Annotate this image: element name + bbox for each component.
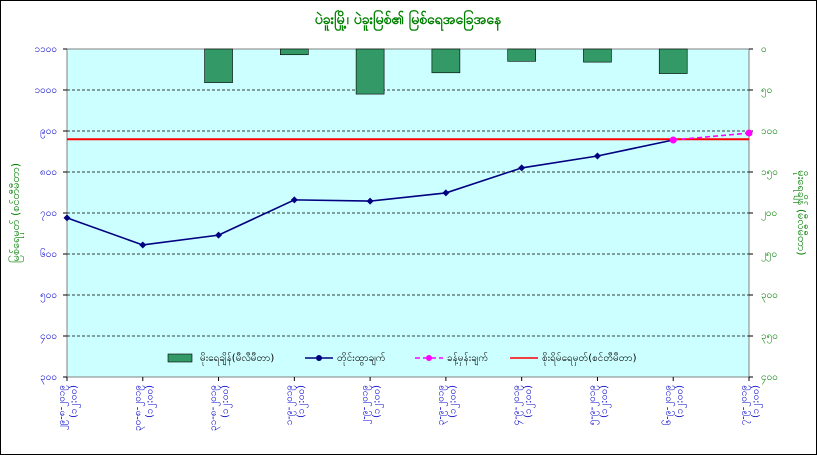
- legend-label: မိုးရေချိန်(မီလီမီတာ): [200, 351, 274, 366]
- y2-tick-label: ၃၅၀: [761, 331, 778, 344]
- y2-tick-label: ၁၅၀: [761, 167, 778, 180]
- legend-label: တိုင်းထွာချက်: [337, 351, 386, 366]
- y-axis-label: မြစ်ရေမှတ် (စင်တီမီတာ): [8, 163, 24, 263]
- point: [518, 164, 526, 172]
- point: [366, 197, 374, 205]
- y-tick-label: ၁၀၀၀: [35, 85, 58, 96]
- x-tick-label: ၃၀-၈-၂၀၁၉(၁၂:၀၀): [132, 385, 157, 431]
- y2-tick-label: ၂၀၀: [761, 208, 777, 221]
- y2-tick-label: ၄၀၀: [761, 372, 778, 385]
- point: [669, 136, 677, 144]
- x-tick-label: ၁-၉-၂၀၁၉(၁၂:၀၀): [284, 385, 309, 425]
- bar: [583, 48, 612, 63]
- point: [63, 214, 71, 222]
- legend-marker: [426, 355, 432, 361]
- legend-marker: [316, 355, 322, 361]
- y2-tick-label: ၃၀၀: [761, 290, 778, 303]
- y2-axis-label: မိုးရေချိန် (မီလီမီတာ): [793, 170, 808, 255]
- bar: [431, 48, 461, 74]
- point: [139, 241, 147, 249]
- x-tick-label: ၃-၉-၂၀၁၉(၁၂:၀၀): [435, 385, 460, 425]
- y-tick-label: ၈၀၀: [40, 167, 57, 178]
- y-tick-label: ၆၀၀: [40, 247, 57, 260]
- y-tick-label: ၁၁၀၀: [35, 44, 58, 55]
- chart-title: ပဲခူးမြို့၊ ပဲခူးမြစ်၏ မြစ်ရေအခြေအနေ: [315, 10, 502, 31]
- x-tick-label: ၃၁-၈-၂၀၁၉(၁၂:၀၀): [208, 385, 233, 431]
- x-tick-label: ၄-၉-၂၀၁၉(၁၂:၀၀): [511, 385, 536, 425]
- bar: [355, 48, 385, 95]
- point: [442, 189, 450, 197]
- y-tick-label: ၄၀၀: [40, 331, 57, 344]
- x-tick-label: ၇-၉-၂၀၁၉(၁၂:၀၀): [739, 385, 764, 425]
- y2-tick-label: ၀: [761, 44, 767, 55]
- point: [290, 196, 298, 204]
- y2-tick-label: ၂၅၀: [761, 249, 777, 262]
- legend-swatch: [167, 353, 193, 363]
- bar: [204, 48, 233, 83]
- y-tick-label: ၃၀၀: [40, 372, 57, 385]
- point: [215, 231, 223, 239]
- x-tick-label: ၂-၉-၂၀၁၉(၁၂:၀၀): [360, 385, 385, 425]
- line: [673, 132, 750, 141]
- x-tick-label: ၂၉-၈-၂၀၁၉(၁၂:၀၀): [57, 385, 82, 430]
- x-tick-label: ၅-၉-၂၀၁၉(၁၂:၀၀): [587, 385, 612, 425]
- bar: [280, 48, 309, 56]
- legend-label: ခန့်မှန်းချက်: [447, 351, 488, 366]
- y-tick-label: ၇၀၀: [40, 208, 57, 221]
- y-tick-label: ၉၀၀: [40, 126, 57, 139]
- bar: [658, 48, 688, 74]
- y-tick-label: ၅၀၀: [40, 290, 57, 303]
- bar: [507, 48, 536, 62]
- y2-tick-label: ၅၀: [761, 85, 772, 98]
- x-tick-label: ၆-၉-၂၀၁၉(၁၂:၀၀): [661, 385, 688, 425]
- point: [593, 152, 601, 160]
- y2-tick-label: ၁၀၀: [761, 126, 778, 137]
- point: [745, 129, 753, 137]
- legend-label: စိုးရိမ်ရေမှတ်(စင်တီမီတာ): [542, 351, 637, 366]
